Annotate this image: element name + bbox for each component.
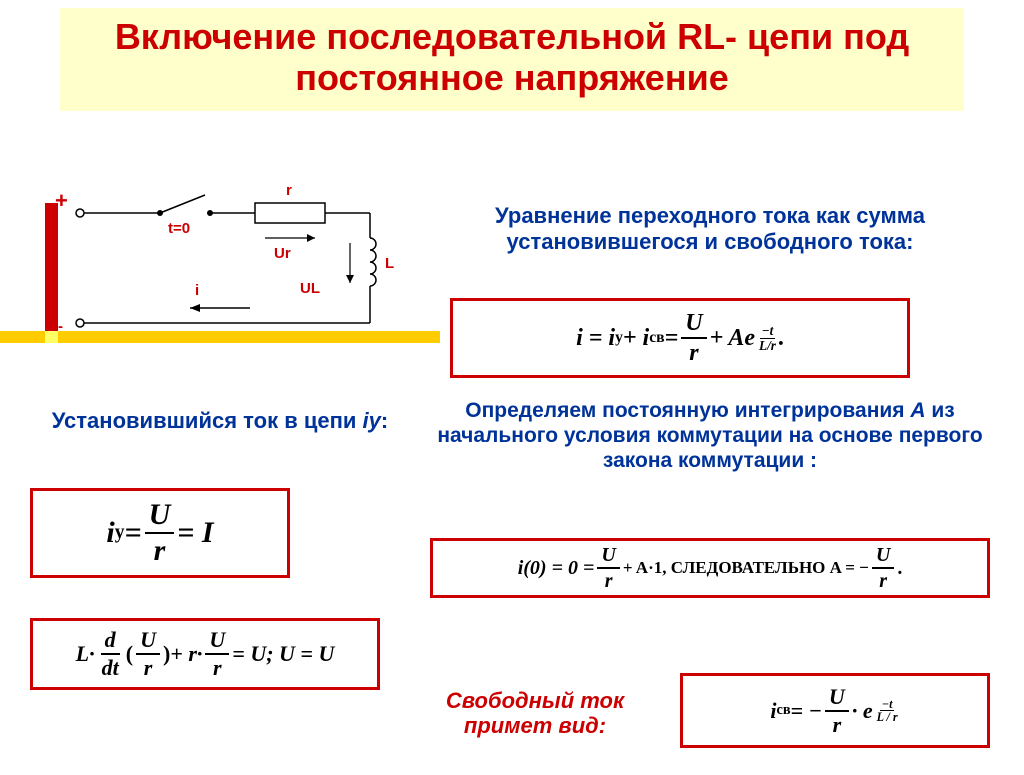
f4-eq: = U; U = U — [232, 641, 334, 667]
f4-mid: + r· — [170, 641, 202, 667]
f2-eq: = — [125, 516, 142, 550]
label-ur: Ur — [274, 245, 291, 262]
label-minus: - — [58, 318, 63, 335]
f4-close: ) — [163, 641, 170, 667]
f4-l: L· — [76, 641, 95, 667]
label-l: L — [385, 255, 394, 272]
f1-period: . — [778, 325, 784, 352]
text-free-current: Свободный ток примет вид: — [400, 688, 670, 739]
f4-ur2: Ur — [205, 629, 229, 679]
slide-title: Включение последовательной RL- цепи под … — [80, 16, 944, 99]
text-transient-equation: Уравнение переходного тока как сумма уст… — [430, 203, 990, 256]
f5-eq: = − — [791, 698, 822, 724]
formula-free-current: iсв = − Ur · e −t L / r — [680, 673, 990, 748]
formula-differential: L· ddt ( Ur ) + r· Ur = U; U = U — [30, 618, 380, 690]
f2-frac: Ur — [145, 500, 175, 566]
desc3-b: А — [910, 399, 925, 422]
f5-sub: св — [776, 702, 790, 719]
f3-frac2: Ur — [872, 545, 894, 591]
f2-sub: у — [115, 522, 125, 544]
f1-plus: + i — [623, 325, 649, 352]
f1-eq: = — [665, 325, 679, 352]
f1-exp: −t L/r — [757, 324, 778, 351]
f3-mid: + A·1, СЛЕДОВАТЕЛЬНО A = − — [623, 558, 869, 578]
f5-frac: Ur — [825, 686, 849, 736]
desc2-text-c: : — [381, 408, 388, 433]
formula-initial-condition: i(0) = 0 = Ur + A·1, СЛЕДОВАТЕЛЬНО A = −… — [430, 538, 990, 598]
formula-transient-current: i = iу + iсв = Ur + Ae −t L/r . — [450, 298, 910, 378]
f1-lhs: i = i — [576, 325, 615, 352]
f1-sub2: св — [649, 329, 664, 347]
circuit-diagram: + - U r t=0 Ur UL L i — [40, 183, 400, 343]
f2-eqi: = I — [177, 516, 213, 550]
f1-ae: + Ae — [710, 325, 755, 352]
f3-period: . — [897, 557, 902, 580]
slide-title-box: Включение последовательной RL- цепи под … — [60, 8, 964, 111]
f4-open: ( — [126, 641, 133, 667]
label-t0: t=0 — [168, 220, 190, 237]
f4-ddt: ddt — [98, 629, 123, 679]
f4-ur1: Ur — [136, 629, 160, 679]
f5-dot: · e — [852, 698, 873, 724]
f5-exp: −t L / r — [875, 698, 900, 723]
f3-frac1: Ur — [597, 545, 619, 591]
text-integration-constant: Определяем постоянную интегрирования А и… — [430, 398, 990, 474]
desc2-text-a: Установившийся ток в цепи — [52, 408, 363, 433]
label-i: i — [195, 282, 199, 299]
f1-frac1: Ur — [681, 311, 706, 365]
text-steady-current: Установившийся ток в цепи iу: — [30, 408, 410, 434]
f1-sub1: у — [615, 329, 623, 347]
label-ul: UL — [300, 280, 320, 297]
desc2-var: iу — [363, 408, 381, 433]
f2-iy: i — [106, 516, 114, 550]
desc3-a: Определяем постоянную интегрирования — [465, 399, 910, 422]
label-plus: + — [55, 188, 68, 213]
label-source-u: U — [45, 255, 56, 272]
f3-lhs: i(0) = 0 = — [518, 557, 595, 580]
label-r: r — [286, 183, 292, 199]
formula-steady-current: iу = Ur = I — [30, 488, 290, 578]
